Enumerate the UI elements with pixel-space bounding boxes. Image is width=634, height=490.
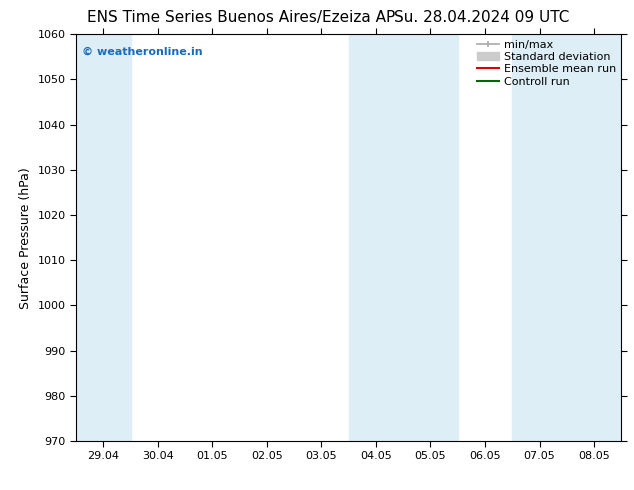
Text: ENS Time Series Buenos Aires/Ezeiza AP: ENS Time Series Buenos Aires/Ezeiza AP <box>87 10 395 25</box>
Bar <box>76 34 131 441</box>
Text: Su. 28.04.2024 09 UTC: Su. 28.04.2024 09 UTC <box>394 10 569 25</box>
Bar <box>349 34 458 441</box>
Y-axis label: Surface Pressure (hPa): Surface Pressure (hPa) <box>19 167 32 309</box>
Text: © weatheronline.in: © weatheronline.in <box>82 47 202 56</box>
Legend: min/max, Standard deviation, Ensemble mean run, Controll run: min/max, Standard deviation, Ensemble me… <box>475 38 618 89</box>
Bar <box>512 34 621 441</box>
